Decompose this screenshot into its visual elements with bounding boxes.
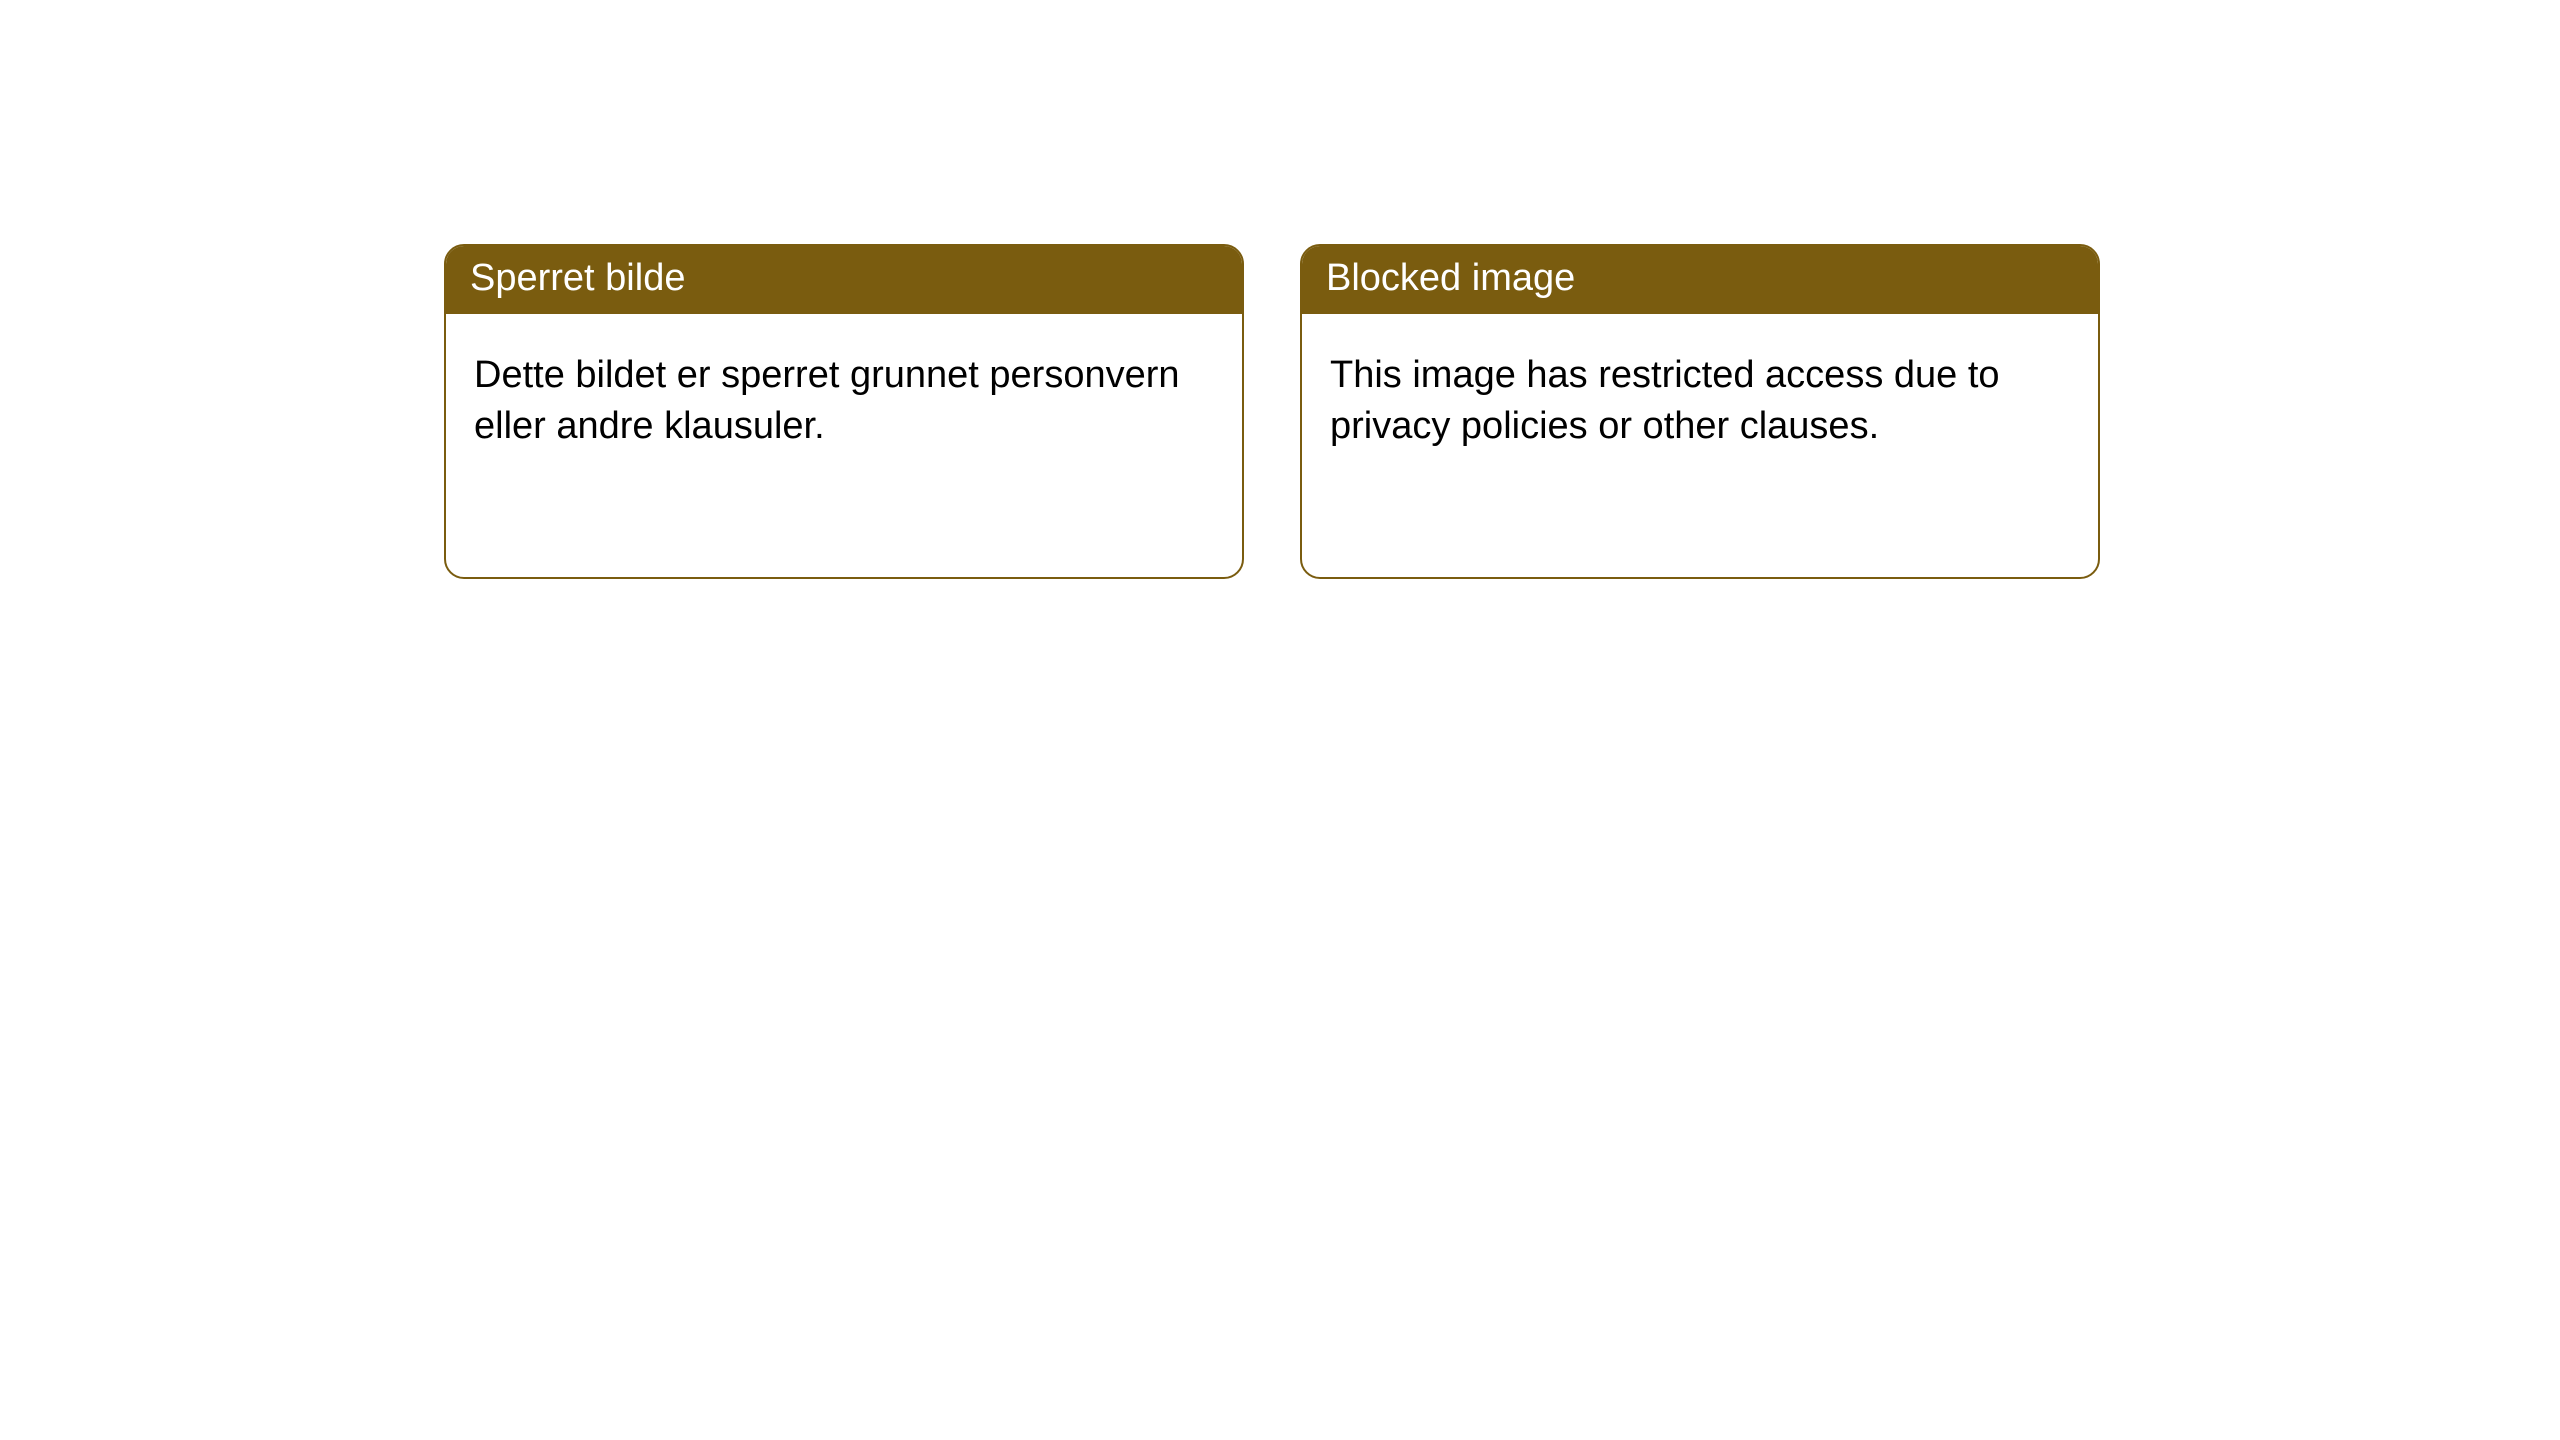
notice-card-english: Blocked image This image has restricted … — [1300, 244, 2100, 579]
notice-body-text: Dette bildet er sperret grunnet personve… — [474, 354, 1180, 447]
notice-title: Sperret bilde — [470, 257, 685, 299]
notice-card-norwegian: Sperret bilde Dette bildet er sperret gr… — [444, 244, 1244, 579]
notice-body-text: This image has restricted access due to … — [1330, 354, 2000, 447]
notice-body: This image has restricted access due to … — [1302, 314, 2098, 481]
notice-header: Blocked image — [1302, 246, 2098, 314]
notice-body: Dette bildet er sperret grunnet personve… — [446, 314, 1242, 481]
notice-title: Blocked image — [1326, 257, 1575, 299]
blocked-image-notices: Sperret bilde Dette bildet er sperret gr… — [444, 244, 2100, 579]
notice-header: Sperret bilde — [446, 246, 1242, 314]
